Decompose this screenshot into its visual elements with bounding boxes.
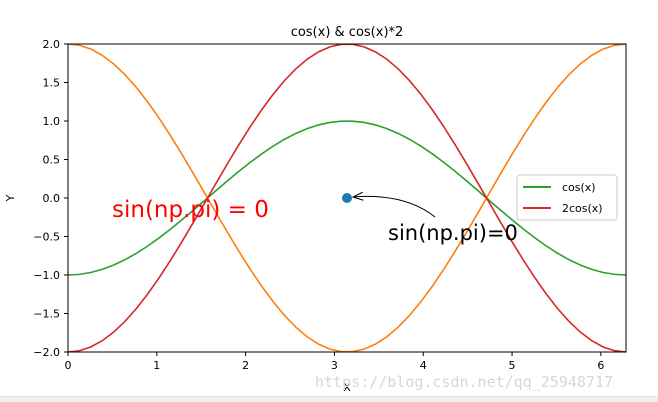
- toolbar-strip: [0, 396, 658, 402]
- annotation-arrow: [353, 196, 436, 218]
- x-tick-label: 5: [509, 359, 516, 372]
- x-tick-label: 6: [597, 359, 604, 372]
- x-ticks: 0 1 2 3 4 5 6: [65, 352, 604, 372]
- y-tick-label: −1.5: [33, 308, 60, 321]
- legend: cos(x) 2cos(x): [516, 174, 618, 221]
- series-line-cos-x-: [67, 120, 627, 276]
- annotation-sin-pi-black: sin(np.pi)=0: [388, 221, 518, 245]
- y-ticks: −2.0 −1.5 −1.0 −0.5 0.0 0.5 1.0 1.5 2.0: [33, 38, 68, 359]
- y-tick-label: 0.0: [43, 192, 61, 205]
- x-tick-label: 3: [331, 359, 338, 372]
- x-axis-label: X: [343, 381, 351, 394]
- x-tick-label: 1: [153, 359, 160, 372]
- chart-title: cos(x) & cos(x)*2: [291, 25, 404, 40]
- y-tick-label: 1.0: [43, 115, 61, 128]
- y-tick-label: −0.5: [33, 231, 60, 244]
- annotation-sin-pi-red: sin(np.pi) = 0: [112, 197, 269, 223]
- y-tick-label: −2.0: [33, 346, 60, 359]
- legend-label-2cos: 2cos(x): [562, 202, 603, 215]
- legend-label-cos: cos(x): [562, 181, 596, 194]
- y-tick-label: −1.0: [33, 269, 60, 282]
- y-tick-label: 0.5: [43, 154, 61, 167]
- highlight-point: [342, 193, 353, 203]
- y-tick-label: 1.5: [43, 77, 61, 90]
- x-tick-label: 4: [420, 359, 427, 372]
- y-tick-label: 2.0: [43, 38, 61, 51]
- watermark-text: https://blog.csdn.net/qq_25948717: [315, 373, 613, 391]
- x-tick-label: 0: [65, 359, 72, 372]
- y-axis-label: Y: [4, 194, 17, 202]
- x-tick-label: 2: [242, 359, 249, 372]
